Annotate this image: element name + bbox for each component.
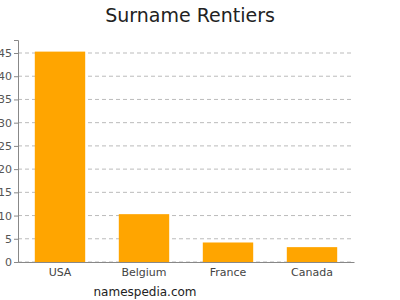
bar [119,214,169,262]
y-tick: 15 [0,186,18,199]
y-axis-line [14,41,19,263]
y-tick: 0 [5,256,18,269]
bar [287,247,337,262]
y-tick: 30 [0,117,18,130]
y-tick-mark [14,99,18,100]
y-tick-label: 35 [0,93,12,106]
y-tick-mark [14,169,18,170]
y-tick-label: 10 [0,210,12,223]
y-tick-label: 30 [0,117,12,130]
y-tick-label: 20 [0,163,12,176]
y-tick-mark [14,76,18,77]
x-axis: USA Belgium France Canada [19,262,355,279]
x-tick: Canada [291,262,333,279]
x-tick: France [210,262,247,279]
y-tick-label: 40 [0,70,12,83]
y-tick: 35 [0,93,18,106]
x-axis-line [19,262,355,263]
bar [203,242,253,262]
bar [35,52,85,262]
y-tick: 25 [0,140,18,153]
y-tick: 10 [0,210,18,223]
y-tick-label: 25 [0,140,12,153]
x-tick-label: USA [49,266,72,279]
y-tick-mark [14,53,18,54]
annotation: namespedia.com [93,285,196,299]
y-tick: 45 [0,47,18,60]
chart: 0 5 10 15 20 25 30 35 40 45 USA Belgium France Canada… [0,0,400,300]
y-tick-label: 45 [0,47,12,60]
x-tick-label: Belgium [121,266,166,279]
x-tick-label: France [210,266,247,279]
y-tick-mark [14,262,18,263]
y-tick-label: 5 [5,233,12,246]
y-tick-mark [14,239,18,240]
title: Surname Rentiers [105,4,275,26]
y-tick: 20 [0,163,18,176]
y-tick: 5 [5,233,18,246]
x-tick-label: Canada [291,266,333,279]
y-tick-label: 15 [0,186,12,199]
bars [35,52,337,262]
y-tick-mark [14,216,18,217]
y-axis: 0 5 10 15 20 25 30 35 40 45 [0,41,19,270]
y-tick-mark [14,192,18,193]
x-tick: Belgium [121,262,166,279]
y-tick: 40 [0,70,18,83]
x-tick: USA [49,262,72,279]
y-tick-mark [14,146,18,147]
y-tick-label: 0 [5,256,12,269]
y-tick-mark [14,123,18,124]
